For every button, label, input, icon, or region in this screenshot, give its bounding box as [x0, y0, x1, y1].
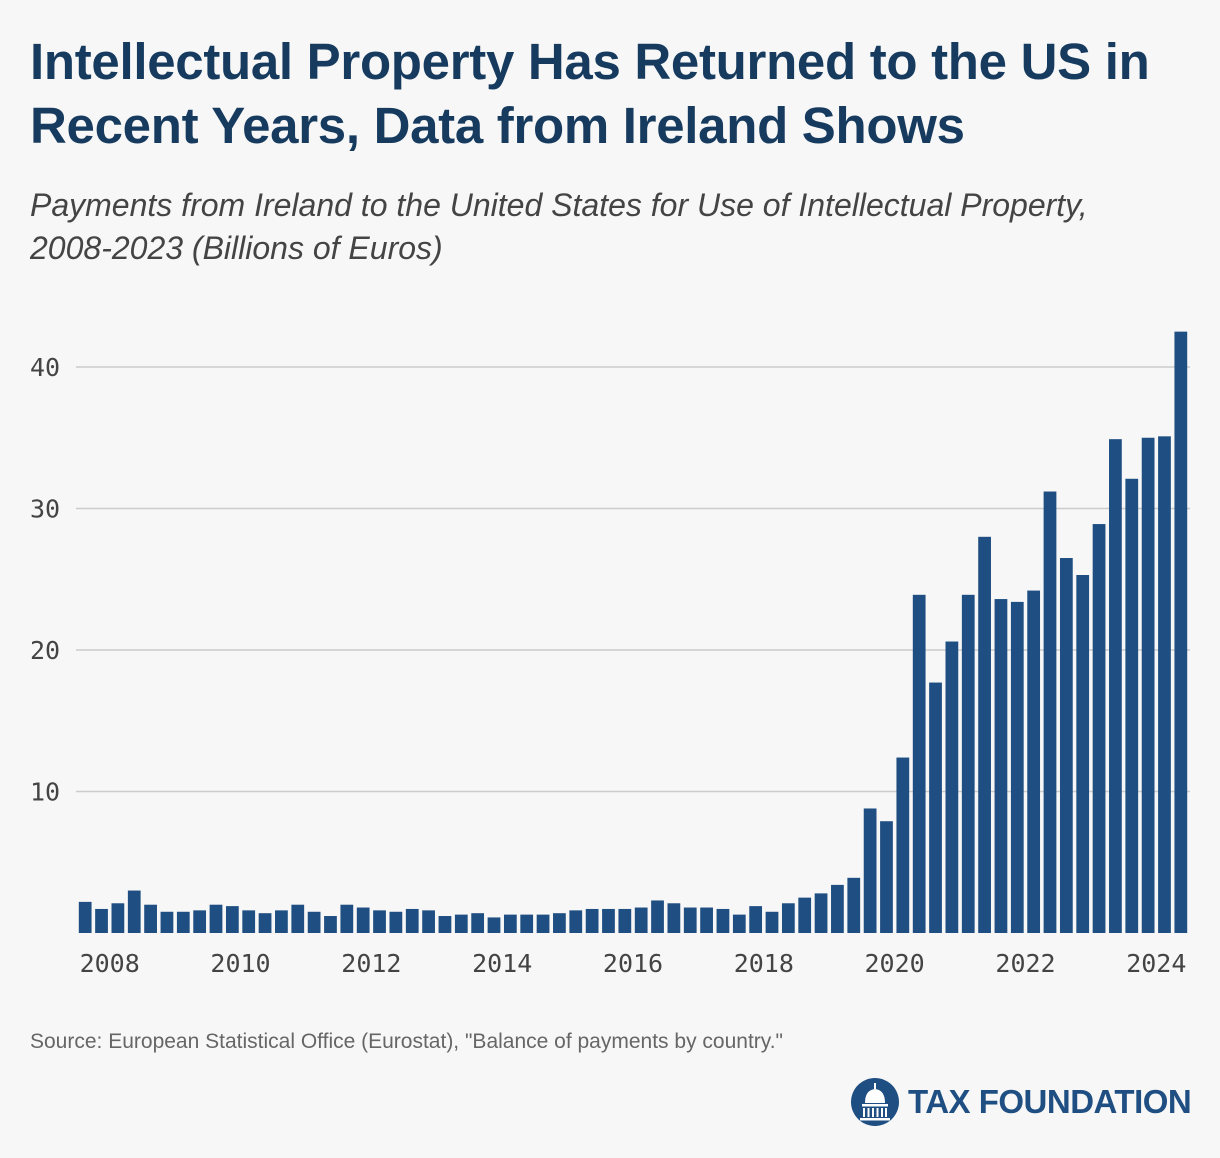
source-note: Source: European Statistical Office (Eur… [30, 1030, 783, 1053]
y-tick-label: 40 [30, 353, 60, 382]
bar-2015Q3 [569, 910, 583, 933]
x-tick-label: 2012 [341, 949, 401, 978]
bar-2008Q1 [78, 901, 92, 933]
bar-2015Q2 [553, 913, 566, 933]
bar-2012Q2 [356, 907, 370, 933]
bar-2021Q3 [961, 594, 975, 933]
bar-2022Q3 [1027, 590, 1041, 933]
bar-2011Q1 [275, 910, 288, 933]
bar-2017Q4 [716, 908, 730, 933]
bar-2009Q2 [160, 911, 174, 933]
logo-text: TAX FOUNDATION [908, 1083, 1192, 1120]
bar-2018Q2 [749, 906, 763, 933]
bar-2020Q1 [863, 808, 877, 933]
bar-2012Q1 [340, 904, 354, 933]
bar-2011Q2 [291, 904, 305, 933]
bar-2009Q1 [144, 904, 157, 933]
bar-2014Q2 [487, 917, 501, 933]
bar-2017Q2 [683, 907, 697, 933]
x-tick-label: 2008 [80, 949, 140, 978]
bar-2012Q4 [389, 911, 403, 933]
bar-2016Q3 [634, 907, 648, 933]
x-axis-ticks: 2008 2010 2012 2014 2016 2018 2020 2022 2024 [80, 949, 1187, 978]
bar-2024Q1 [1125, 478, 1139, 933]
bar-2010Q2 [225, 906, 239, 933]
y-tick-label: 20 [30, 636, 60, 665]
bar-2022Q2 [1010, 601, 1024, 933]
bar-2020Q4 [912, 594, 926, 933]
bar-2016Q4 [651, 900, 664, 933]
bar-2011Q3 [307, 911, 321, 933]
bar-2008Q3 [111, 903, 125, 933]
y-axis-ticks: 10 20 30 40 [30, 353, 60, 807]
capitol-dome-icon [851, 1078, 899, 1126]
bar-2020Q2 [880, 821, 893, 933]
bar-2014Q1 [471, 913, 485, 933]
bar-2024Q2 [1141, 437, 1155, 933]
bar-chart: 10 20 30 40 2008 2010 2012 2014 2016 2018 2020 202… [30, 331, 1190, 978]
x-tick-label: 2020 [864, 949, 924, 978]
bar-2021Q1 [929, 682, 942, 933]
chart-subtitle: Payments from Ireland to the United Stat… [30, 187, 1088, 266]
bar-2021Q2 [945, 641, 959, 933]
bar-2023Q2 [1076, 575, 1090, 933]
bar-2009Q3 [176, 911, 190, 933]
x-tick-label: 2010 [210, 949, 270, 978]
bar-2024Q4 [1174, 331, 1188, 934]
chart-title: Intellectual Property Has Returned to th… [30, 33, 1150, 154]
bar-2022Q1 [994, 599, 1008, 933]
bar-2024Q3 [1158, 436, 1171, 933]
bar-2014Q4 [520, 914, 534, 933]
bar-2016Q2 [618, 908, 632, 933]
bar-2023Q1 [1059, 558, 1073, 933]
tax-foundation-logo: TAX FOUNDATION [850, 1077, 1192, 1127]
bar-2016Q1 [602, 908, 615, 933]
bar-2021Q4 [978, 536, 991, 933]
bar-2018Q1 [732, 914, 746, 933]
bar-2017Q1 [667, 903, 681, 933]
bar-2008Q4 [127, 890, 141, 933]
bar-2023Q3 [1092, 524, 1106, 933]
bar-2015Q4 [585, 908, 599, 933]
bar-2019Q2 [814, 893, 828, 933]
bar-2019Q1 [798, 897, 812, 934]
bars [78, 331, 1188, 934]
bar-2015Q1 [536, 914, 550, 933]
bar-2010Q3 [242, 910, 256, 933]
bar-2013Q4 [454, 914, 468, 933]
bar-2011Q4 [324, 916, 337, 933]
y-tick-label: 10 [30, 778, 60, 807]
bar-2019Q3 [831, 884, 844, 933]
bar-2020Q3 [896, 757, 910, 933]
bar-2013Q1 [405, 908, 419, 933]
x-tick-label: 2022 [995, 949, 1055, 978]
bar-2010Q4 [258, 913, 272, 933]
x-tick-label: 2016 [603, 949, 663, 978]
bar-2022Q4 [1043, 491, 1057, 933]
bar-2014Q3 [503, 914, 517, 933]
y-tick-label: 30 [30, 495, 60, 524]
bar-2009Q4 [193, 910, 207, 933]
x-tick-label: 2024 [1126, 949, 1186, 978]
bar-2018Q4 [781, 903, 795, 933]
bar-2010Q1 [209, 904, 223, 933]
bar-2012Q3 [373, 910, 386, 933]
bar-2013Q3 [438, 916, 452, 933]
bar-2008Q2 [95, 908, 108, 933]
bar-2017Q3 [700, 907, 713, 933]
bar-2023Q4 [1109, 439, 1122, 933]
bar-2013Q2 [422, 910, 435, 933]
bar-2019Q4 [847, 877, 861, 933]
x-tick-label: 2018 [734, 949, 794, 978]
x-tick-label: 2014 [472, 949, 532, 978]
bar-2018Q3 [765, 911, 779, 933]
